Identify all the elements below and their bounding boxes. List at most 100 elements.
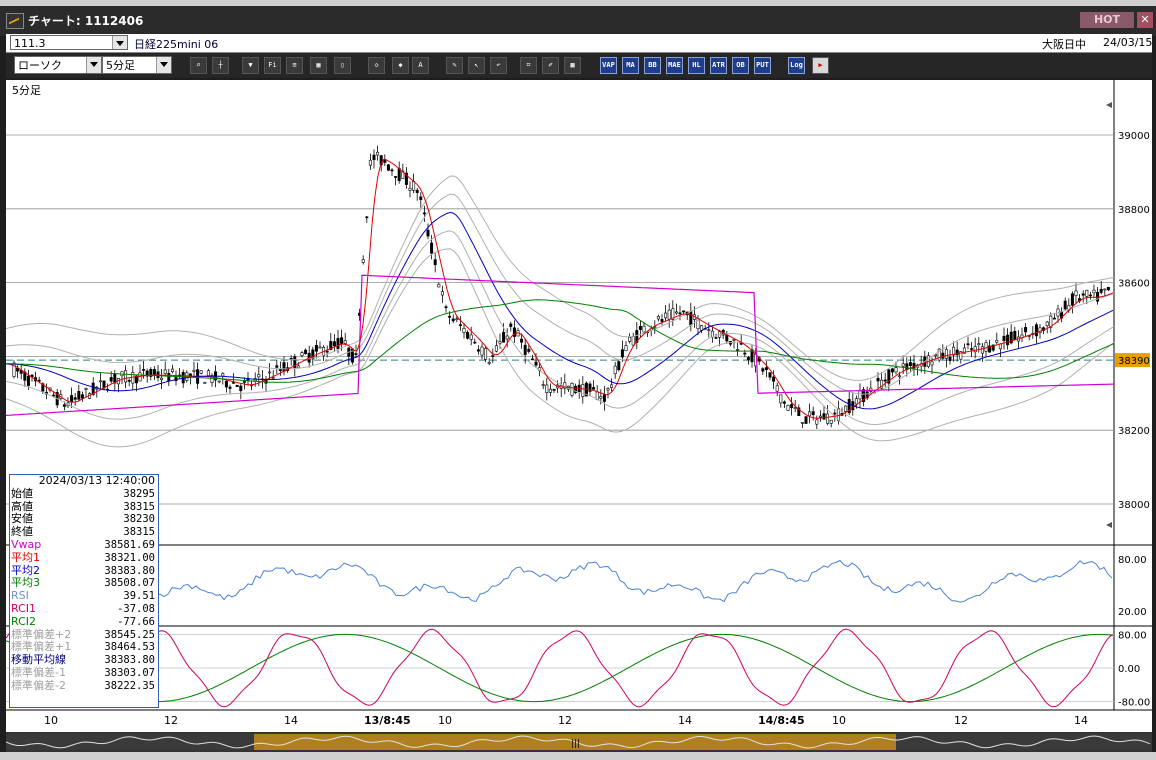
candle-body bbox=[829, 419, 833, 424]
x-tick-label: 10 bbox=[44, 714, 58, 727]
candle-body bbox=[440, 291, 444, 296]
candle-body bbox=[815, 419, 819, 425]
candle-body bbox=[152, 369, 156, 375]
window-title: チャート: 1112406 bbox=[28, 14, 144, 28]
legend-label: RCI1 bbox=[11, 601, 37, 615]
close-icon[interactable]: ✕ bbox=[1137, 12, 1153, 28]
candle-body bbox=[1052, 317, 1056, 320]
candle-body bbox=[343, 340, 347, 344]
put-button[interactable]: PUT bbox=[754, 57, 771, 74]
hot-button[interactable]: HOT bbox=[1080, 12, 1134, 28]
candle-body bbox=[422, 212, 426, 215]
x-tick-label: 10 bbox=[832, 714, 846, 727]
pointer-icon[interactable]: ↖ bbox=[468, 57, 485, 74]
vap-button[interactable]: VAP bbox=[600, 57, 617, 74]
pencil-icon[interactable]: ✐ bbox=[542, 57, 559, 74]
current-price-box bbox=[1115, 353, 1150, 368]
candle-body bbox=[404, 172, 408, 185]
zoom-icon[interactable]: ⌕ bbox=[190, 57, 207, 74]
legend-value: 38508.07 bbox=[104, 577, 155, 590]
candle-body bbox=[376, 151, 380, 156]
box-icon[interactable]: ◇ bbox=[368, 57, 385, 74]
hl-button[interactable]: HL bbox=[688, 57, 705, 74]
ob-button[interactable]: OB CR bbox=[732, 57, 749, 74]
time-scrollbar[interactable]: ||| bbox=[5, 732, 1152, 752]
candle-body bbox=[1103, 288, 1107, 291]
bb-button[interactable]: BB bbox=[644, 57, 661, 74]
chevron-down-icon[interactable] bbox=[156, 57, 171, 73]
interval-select[interactable]: 5分足 bbox=[102, 56, 172, 74]
legend-row: Vwap 38581.69 bbox=[10, 538, 158, 552]
legend-row: 移動平均線 38383.80 bbox=[10, 653, 158, 667]
all-icon[interactable]: A bbox=[412, 57, 429, 74]
x-tick-label: 12 bbox=[164, 714, 178, 727]
legend-label: 標準偏差-2 bbox=[11, 678, 66, 692]
legend-row: 平均2 38383.80 bbox=[10, 564, 158, 578]
legend-row: 標準偏差-2 38222.35 bbox=[10, 678, 158, 693]
candle-body bbox=[678, 312, 682, 315]
candle-body bbox=[656, 315, 660, 320]
candle-body bbox=[466, 332, 470, 339]
candle-body bbox=[984, 342, 988, 352]
candle-body bbox=[1088, 294, 1092, 297]
panel-title: 5分足 bbox=[12, 84, 41, 97]
legend-row: 始値 38295 bbox=[10, 487, 158, 501]
legend-value: 39.51 bbox=[123, 590, 155, 603]
chevron-down-icon[interactable] bbox=[86, 57, 101, 73]
candle-body bbox=[311, 349, 315, 360]
candle-body bbox=[451, 318, 455, 322]
chart-svg[interactable]: 5分足3900038800386003840038200380003839080… bbox=[5, 80, 1152, 732]
candle-body bbox=[224, 380, 228, 388]
measure-icon[interactable]: ≡ bbox=[286, 57, 303, 74]
code-select[interactable]: 111.3 bbox=[10, 35, 128, 50]
x-tick-label: 14 bbox=[678, 714, 692, 727]
candle-body bbox=[804, 416, 808, 424]
gap-icon[interactable]: ▯ bbox=[334, 57, 351, 74]
candle-body bbox=[682, 310, 686, 313]
candle-body bbox=[484, 348, 488, 360]
candle-body bbox=[304, 349, 308, 354]
candle-body bbox=[1106, 286, 1110, 291]
candle-body bbox=[199, 370, 203, 374]
chart-area[interactable]: 5分足3900038800386003840038200380003839080… bbox=[5, 80, 1152, 732]
rsi-line bbox=[155, 559, 1113, 603]
candle-body bbox=[628, 337, 632, 342]
fibo-icon[interactable]: Fi bbox=[264, 57, 281, 74]
x-tick-label: 10 bbox=[438, 714, 452, 727]
rci-tick-label: -80.00 bbox=[1118, 698, 1150, 709]
candle-body bbox=[491, 355, 495, 357]
ma-button[interactable]: MA bbox=[622, 57, 639, 74]
undo-icon[interactable]: ↶ bbox=[490, 57, 507, 74]
candle-body bbox=[523, 344, 527, 355]
palette-icon[interactable]: ▩ bbox=[564, 57, 581, 74]
candle-body bbox=[476, 349, 480, 352]
cursor-icon[interactable]: ┼ bbox=[212, 57, 229, 74]
chevron-down-icon[interactable] bbox=[112, 36, 127, 49]
candle-body bbox=[340, 337, 344, 344]
log-button[interactable]: Log bbox=[788, 57, 805, 74]
candle-body bbox=[520, 338, 524, 343]
chart-background bbox=[6, 80, 1152, 732]
legend-row: 安値 38230 bbox=[10, 513, 158, 526]
candle-body bbox=[37, 379, 41, 382]
candle-body bbox=[426, 229, 430, 237]
candle-body bbox=[329, 341, 333, 351]
candle-body bbox=[70, 395, 74, 403]
grid-icon[interactable]: ▦ bbox=[310, 57, 327, 74]
vwap-line bbox=[5, 274, 1115, 416]
pen-icon[interactable]: ✎ bbox=[446, 57, 463, 74]
export-icon[interactable]: ▶ bbox=[812, 57, 829, 74]
erase-icon[interactable]: ⌗ bbox=[520, 57, 537, 74]
marker-icon[interactable]: ◆ bbox=[392, 57, 409, 74]
atr-button[interactable]: ATR bbox=[710, 57, 727, 74]
mae-button[interactable]: MAE bbox=[666, 57, 683, 74]
legend-label: 安値 bbox=[11, 512, 33, 526]
candle-body bbox=[509, 323, 513, 327]
candle-body bbox=[854, 398, 858, 405]
window-bottom-edge bbox=[0, 752, 1156, 760]
trend-icon[interactable]: ▼ bbox=[242, 57, 259, 74]
bollinger-band-line bbox=[5, 175, 1115, 381]
chart-type-select[interactable]: ローソク bbox=[14, 56, 102, 74]
candle-body bbox=[764, 367, 768, 371]
candle-body bbox=[77, 390, 81, 400]
